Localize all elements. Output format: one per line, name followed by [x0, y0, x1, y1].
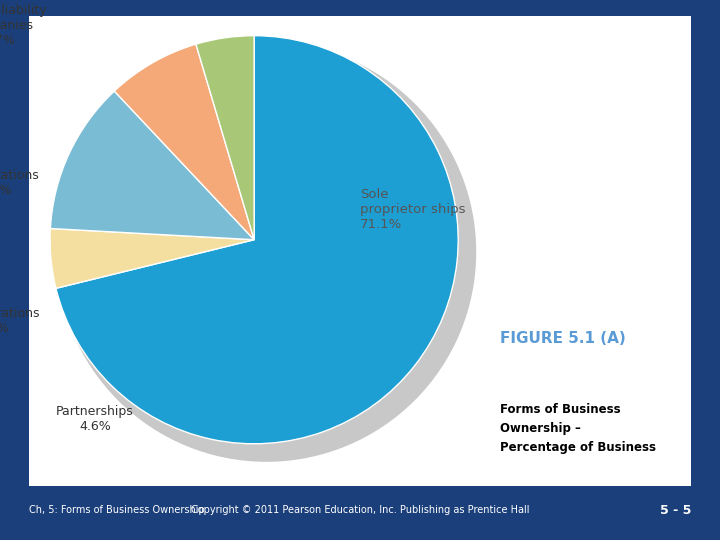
Text: S-Corporations
12.1%: S-Corporations 12.1% — [0, 168, 40, 197]
Wedge shape — [50, 228, 254, 288]
Wedge shape — [114, 44, 254, 240]
Wedge shape — [196, 36, 254, 240]
Text: Copyright © 2011 Pearson Education, Inc. Publishing as Prentice Hall: Copyright © 2011 Pearson Education, Inc.… — [191, 505, 529, 515]
Text: Partnerships
4.6%: Partnerships 4.6% — [56, 406, 134, 433]
Text: Ch, 5: Forms of Business Ownership: Ch, 5: Forms of Business Ownership — [29, 505, 204, 515]
Wedge shape — [50, 91, 254, 240]
Text: C-Corporations
7.4%: C-Corporations 7.4% — [0, 307, 40, 335]
Text: 5 - 5: 5 - 5 — [660, 504, 691, 517]
Text: Sole
proprietor ships
71.1%: Sole proprietor ships 71.1% — [360, 187, 466, 231]
Text: FIGURE 5.1 (A): FIGURE 5.1 (A) — [500, 330, 626, 346]
Wedge shape — [56, 36, 458, 444]
Text: Forms of Business
Ownership –
Percentage of Business: Forms of Business Ownership – Percentage… — [500, 403, 657, 454]
Text: Limited-liability
companies
4.7%: Limited-liability companies 4.7% — [0, 4, 48, 47]
Ellipse shape — [57, 43, 475, 461]
